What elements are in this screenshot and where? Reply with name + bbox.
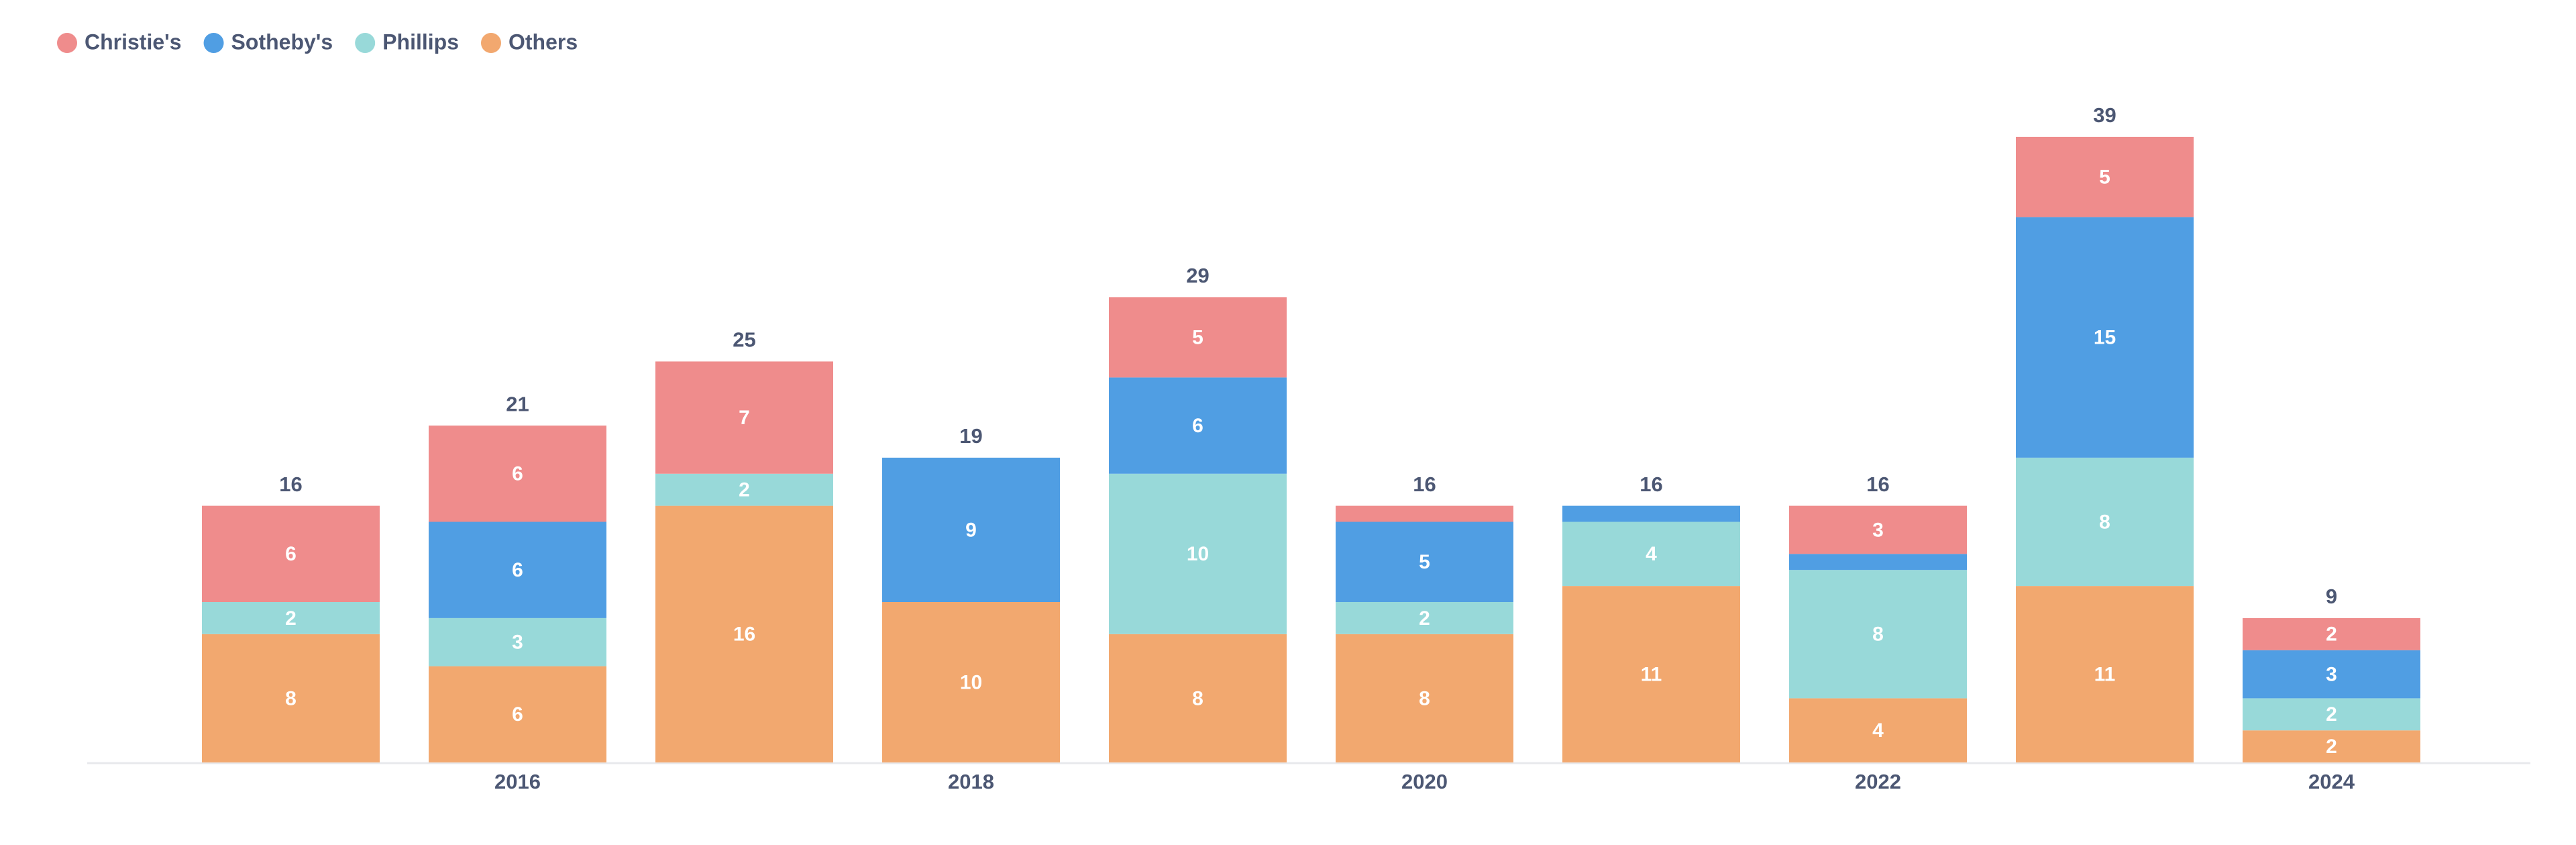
segment-label: 8 (285, 687, 297, 709)
bar-segment (202, 505, 380, 602)
segment-label: 10 (1187, 543, 1209, 565)
bar-segment (2243, 730, 2420, 762)
bar-segment (1336, 521, 1513, 602)
total-label: 16 (1413, 473, 1436, 496)
segment-label: 6 (512, 463, 523, 485)
legend-swatch (480, 33, 501, 53)
bar-segment (1562, 586, 1740, 762)
bar-segment (1336, 602, 1513, 634)
legend-label: Others (508, 30, 578, 54)
bar-segment (2016, 217, 2194, 458)
bar-segment (202, 634, 380, 762)
segment-label: 6 (285, 543, 297, 565)
total-label: 16 (279, 473, 302, 496)
total-label: 16 (1640, 473, 1662, 496)
total-label: 21 (506, 392, 529, 415)
bar-segment (202, 602, 380, 634)
segment-label: 2 (2326, 624, 2337, 646)
segment-label: 5 (1419, 551, 1430, 573)
bar-segment (429, 666, 606, 762)
bar-segment (655, 473, 833, 506)
total-label: 19 (959, 424, 982, 448)
bar-segment (655, 505, 833, 762)
bar-segment (1562, 521, 1740, 587)
legend-label: Sotheby's (231, 30, 333, 54)
segment-label: 5 (1192, 327, 1203, 349)
segment-label: 2 (2326, 703, 2337, 726)
segment-label: 4 (1872, 719, 1884, 742)
segment-label: 11 (1641, 663, 1662, 685)
segment-label: 2 (2326, 736, 2337, 758)
x-tick-label: 2020 (1401, 770, 1448, 793)
bar-segment (2243, 698, 2420, 731)
bar-segment (1789, 554, 1967, 570)
bar-segment (1336, 634, 1513, 762)
segment-label: 3 (512, 632, 523, 654)
segment-label: 2 (1419, 607, 1430, 630)
segment-label: 2 (739, 479, 750, 501)
bar-segment (2016, 457, 2194, 587)
bar-segment (429, 521, 606, 618)
segment-label: 3 (2326, 663, 2337, 685)
total-label: 39 (2093, 103, 2116, 127)
bar-segment (2243, 650, 2420, 699)
bar-segment (1789, 698, 1967, 762)
bar-segment (1789, 505, 1967, 554)
bar-segment (1789, 570, 1967, 699)
legend-label: Phillips (382, 30, 459, 54)
bar-segment (882, 602, 1060, 762)
x-tick-label: 2016 (494, 770, 541, 793)
segment-label: 8 (1192, 687, 1203, 709)
segment-label: 4 (1646, 543, 1657, 565)
segment-label: 6 (512, 703, 523, 726)
segment-label: 9 (965, 519, 977, 541)
bar-segment (655, 361, 833, 474)
bar-segment (1109, 473, 1287, 634)
bar-segment (1109, 377, 1287, 474)
bar-segment (429, 617, 606, 666)
total-label: 25 (733, 328, 755, 352)
total-label: 9 (2326, 585, 2337, 608)
legend-swatch (203, 33, 224, 53)
bar-segment (429, 426, 606, 522)
bar-segment (1109, 297, 1287, 378)
legend-label: Christie's (85, 30, 182, 54)
bar-segment (882, 457, 1060, 602)
total-label: 29 (1186, 264, 1209, 287)
legend-swatch (355, 33, 376, 53)
segment-label: 8 (2099, 511, 2110, 533)
bar-segment (1562, 505, 1740, 522)
bar-segment (2016, 136, 2194, 217)
segment-label: 16 (733, 624, 755, 646)
bar-segment (1336, 505, 1513, 522)
segment-label: 2 (285, 607, 297, 630)
segment-label: 3 (1872, 519, 1884, 541)
segment-label: 15 (2094, 327, 2116, 349)
x-tick-label: 2022 (1855, 770, 1901, 793)
segment-label: 8 (1872, 624, 1884, 646)
segment-label: 5 (2099, 166, 2110, 189)
bar-segment (1109, 634, 1287, 762)
segment-label: 6 (1192, 415, 1203, 437)
legend-swatch (57, 33, 77, 53)
bar-segment (2243, 617, 2420, 650)
segment-label: 7 (739, 407, 750, 429)
total-label: 16 (1866, 473, 1889, 496)
x-tick-label: 2024 (2308, 770, 2355, 793)
segment-label: 10 (960, 671, 982, 693)
segment-label: 6 (512, 559, 523, 581)
x-tick-label: 2018 (948, 770, 994, 793)
bar-segment (2016, 586, 2194, 762)
segment-label: 8 (1419, 687, 1430, 709)
segment-label: 11 (2094, 663, 2116, 685)
